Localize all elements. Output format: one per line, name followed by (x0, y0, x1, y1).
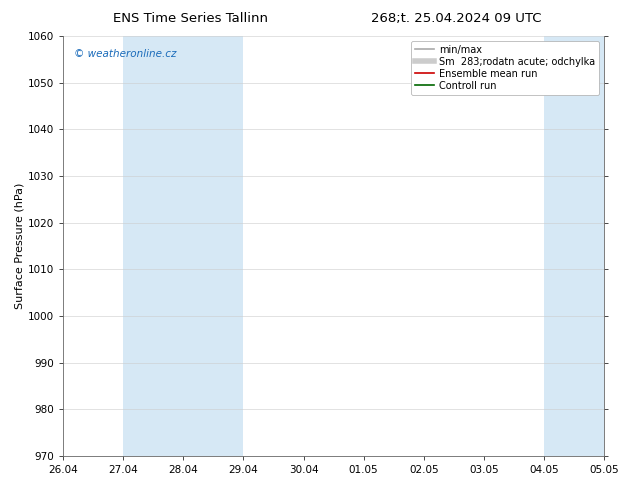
Text: ENS Time Series Tallinn: ENS Time Series Tallinn (113, 12, 268, 25)
Legend: min/max, Sm  283;rodatn acute; odchylka, Ensemble mean run, Controll run: min/max, Sm 283;rodatn acute; odchylka, … (411, 41, 599, 95)
Y-axis label: Surface Pressure (hPa): Surface Pressure (hPa) (15, 183, 25, 309)
Text: 268;t. 25.04.2024 09 UTC: 268;t. 25.04.2024 09 UTC (372, 12, 541, 25)
Bar (544, 36, 634, 456)
Bar (123, 36, 243, 456)
Text: © weatheronline.cz: © weatheronline.cz (74, 49, 176, 59)
